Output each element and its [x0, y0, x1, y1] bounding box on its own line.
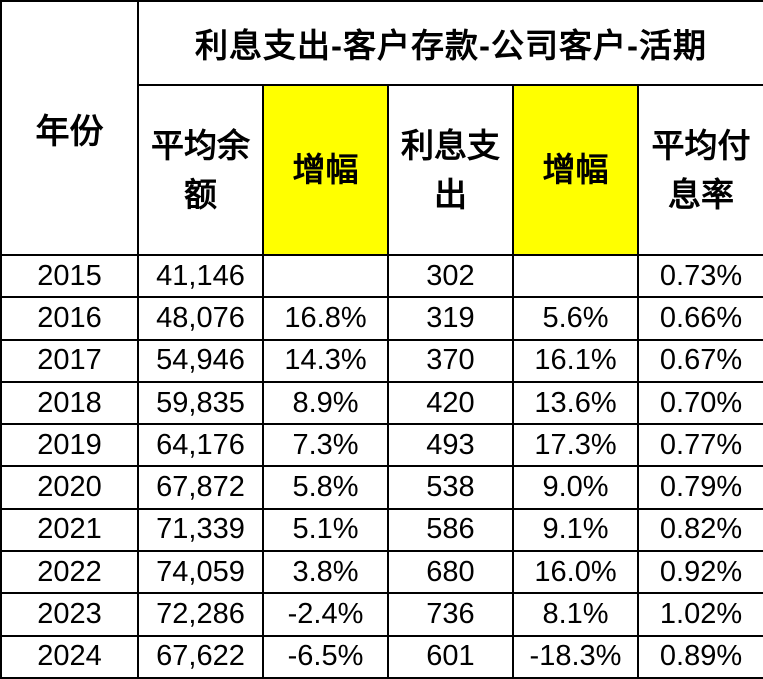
- table-row: 2024 67,622 -6.5% 601 -18.3% 0.89%: [0, 634, 763, 679]
- cell-avg-balance: 54,946: [137, 338, 264, 383]
- cell-interest-expense: 319: [387, 296, 514, 341]
- table-row: 2015 41,146 302 0.73%: [0, 253, 763, 299]
- cell-balance-growth: 5.1%: [262, 507, 389, 553]
- cell-interest-expense: 302: [387, 253, 514, 299]
- cell-expense-growth: 9.0%: [512, 465, 639, 510]
- column-header-balance-growth: 增幅: [262, 84, 389, 256]
- column-header-expense-growth: 增幅: [512, 84, 639, 256]
- cell-balance-growth: [262, 253, 389, 299]
- cell-year: 2018: [0, 380, 139, 426]
- cell-interest-expense: 680: [387, 550, 514, 595]
- cell-interest-expense: 370: [387, 338, 514, 383]
- table-title: 利息支出-客户存款-公司客户-活期: [136, 0, 763, 86]
- cell-year: 2021: [0, 507, 139, 553]
- cell-interest-expense: 493: [387, 423, 514, 468]
- cell-year: 2022: [0, 550, 139, 595]
- cell-balance-growth: 7.3%: [262, 423, 389, 468]
- cell-balance-growth: 14.3%: [262, 338, 389, 383]
- cell-expense-growth: [512, 253, 639, 299]
- cell-avg-balance: 41,146: [137, 253, 264, 299]
- table-row: 2018 59,835 8.9% 420 13.6% 0.70%: [0, 380, 763, 426]
- cell-year: 2019: [0, 423, 139, 468]
- cell-expense-growth: 13.6%: [512, 380, 639, 426]
- cell-avg-rate: 1.02%: [636, 592, 763, 637]
- table-row: 2017 54,946 14.3% 370 16.1% 0.67%: [0, 338, 763, 383]
- title-row: 年份 利息支出-客户存款-公司客户-活期: [0, 0, 763, 256]
- cell-year: 2017: [0, 338, 139, 383]
- cell-avg-rate: 0.67%: [636, 338, 763, 383]
- column-header-avg-balance: 平均余额: [137, 84, 264, 256]
- cell-avg-balance: 67,622: [137, 634, 264, 679]
- cell-avg-rate: 0.73%: [636, 253, 763, 299]
- cell-avg-rate: 0.82%: [636, 507, 763, 553]
- cell-expense-growth: 8.1%: [512, 592, 639, 637]
- column-header-interest-expense: 利息支出: [387, 84, 514, 256]
- table-row: 2016 48,076 16.8% 319 5.6% 0.66%: [0, 296, 763, 341]
- cell-expense-growth: 16.0%: [512, 550, 639, 595]
- cell-avg-rate: 0.77%: [636, 423, 763, 468]
- cell-year: 2023: [0, 592, 139, 637]
- cell-interest-expense: 420: [387, 380, 514, 426]
- cell-avg-rate: 0.79%: [636, 465, 763, 510]
- cell-avg-rate: 0.89%: [636, 634, 763, 679]
- cell-interest-expense: 586: [387, 507, 514, 553]
- cell-balance-growth: 16.8%: [262, 296, 389, 341]
- cell-year: 2015: [0, 253, 139, 299]
- cell-balance-growth: 5.8%: [262, 465, 389, 510]
- cell-balance-growth: -2.4%: [262, 592, 389, 637]
- cell-year: 2020: [0, 465, 139, 510]
- cell-avg-balance: 74,059: [137, 550, 264, 595]
- table-body: 2015 41,146 302 0.73% 2016 48,076 16.8% 319 5.6%…: [0, 253, 763, 679]
- cell-balance-growth: -6.5%: [262, 634, 389, 679]
- cell-interest-expense: 538: [387, 465, 514, 510]
- column-header-year: 年份: [0, 0, 139, 256]
- cell-expense-growth: 9.1%: [512, 507, 639, 553]
- cell-expense-growth: 16.1%: [512, 338, 639, 383]
- cell-expense-growth: -18.3%: [512, 634, 639, 679]
- cell-avg-balance: 64,176: [137, 423, 264, 468]
- subheader-row: 平均余额 增幅 利息支出 增幅 平均付息率: [1, 84, 763, 256]
- cell-interest-expense: 601: [387, 634, 514, 679]
- table-row: 2020 67,872 5.8% 538 9.0% 0.79%: [0, 465, 763, 510]
- cell-expense-growth: 17.3%: [512, 423, 639, 468]
- cell-avg-balance: 71,339: [137, 507, 264, 553]
- cell-avg-rate: 0.70%: [636, 380, 763, 426]
- cell-avg-rate: 0.66%: [636, 296, 763, 341]
- cell-avg-rate: 0.92%: [636, 550, 763, 595]
- table-row: 2019 64,176 7.3% 493 17.3% 0.77%: [0, 423, 763, 468]
- cell-balance-growth: 8.9%: [262, 380, 389, 426]
- table-row: 2021 71,339 5.1% 586 9.1% 0.82%: [0, 507, 763, 553]
- cell-avg-balance: 48,076: [137, 296, 264, 341]
- table-row: 2022 74,059 3.8% 680 16.0% 0.92%: [0, 550, 763, 595]
- table-row: 2023 72,286 -2.4% 736 8.1% 1.02%: [0, 592, 763, 637]
- cell-year: 2016: [0, 296, 139, 341]
- cell-expense-growth: 5.6%: [512, 296, 639, 341]
- column-header-avg-rate: 平均付息率: [636, 84, 763, 256]
- cell-balance-growth: 3.8%: [262, 550, 389, 595]
- cell-avg-balance: 67,872: [137, 465, 264, 510]
- cell-interest-expense: 736: [387, 592, 514, 637]
- cell-year: 2024: [0, 634, 139, 679]
- cell-avg-balance: 72,286: [137, 592, 264, 637]
- cell-avg-balance: 59,835: [137, 380, 264, 426]
